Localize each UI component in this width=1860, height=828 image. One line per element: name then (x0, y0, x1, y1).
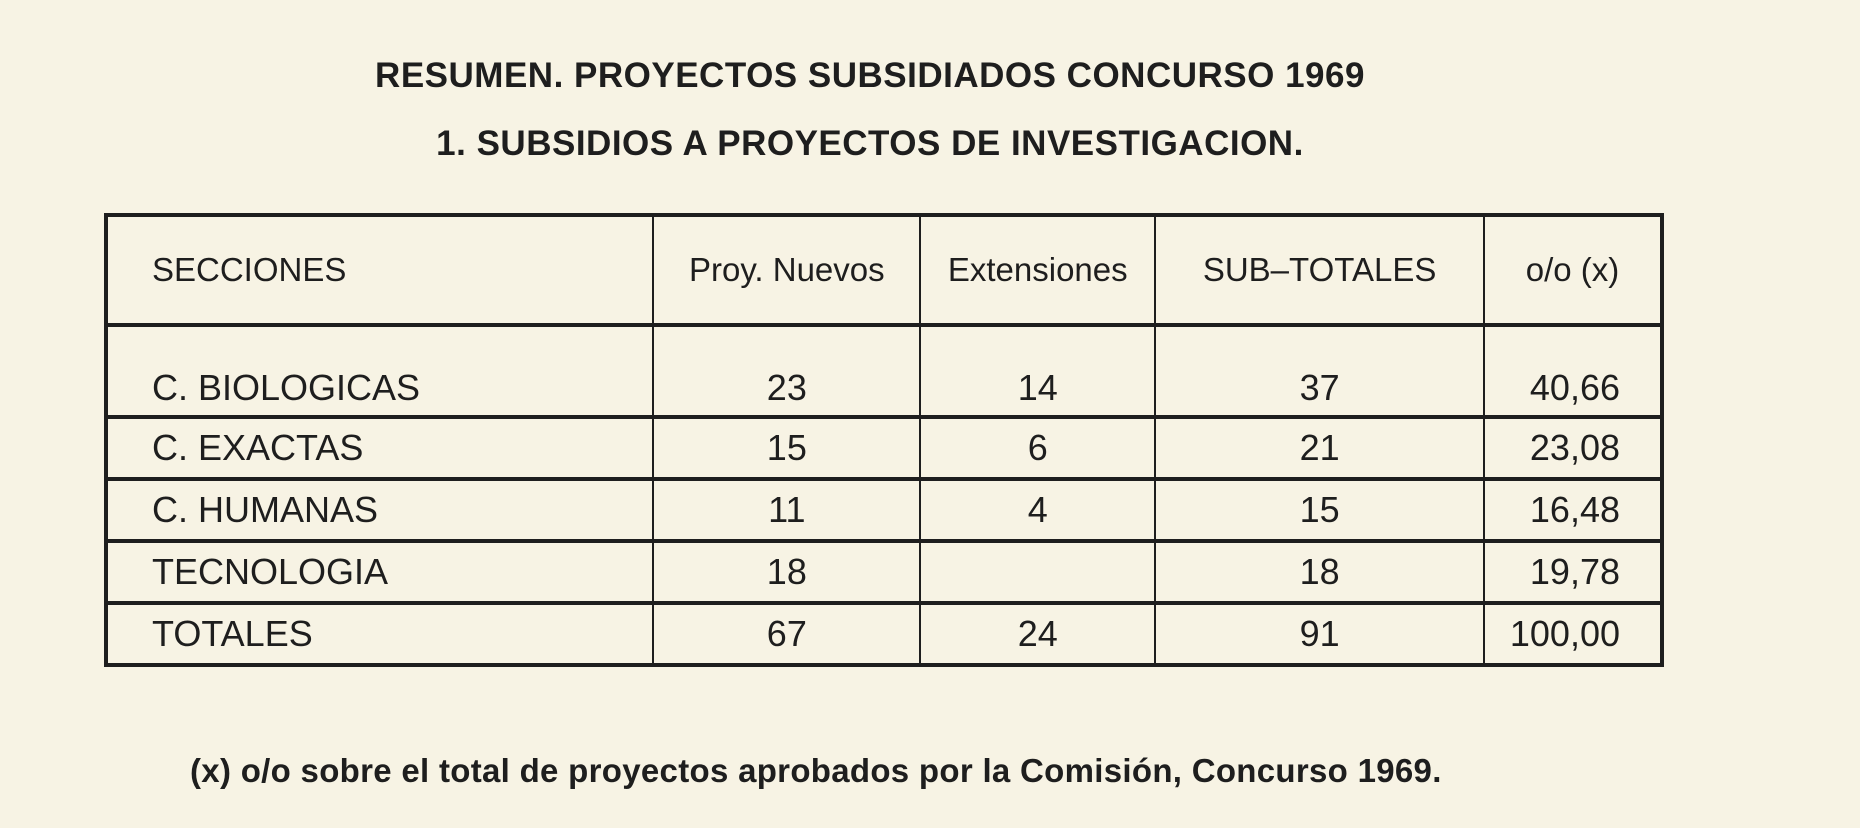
cell-ext: 24 (919, 601, 1157, 667)
cell-ext: 4 (919, 477, 1157, 543)
section-title: 1. SUBSIDIOS A PROYECTOS DE INVESTIGACIO… (436, 124, 1304, 163)
cell-ext (919, 539, 1157, 605)
header-proy-nuevos: Proy. Nuevos (652, 213, 922, 327)
cell-percent: 23,08 (1483, 415, 1663, 481)
footnote: (x) o/o sobre el total de proyectos apro… (190, 752, 1442, 789)
header-subtotales: SUB–TOTALES (1154, 213, 1486, 327)
cell-subtotal: 18 (1154, 539, 1486, 605)
header-extensiones: Extensiones (919, 213, 1157, 327)
section-name: C. HUMANAS (104, 477, 655, 543)
cell-percent: 100,00 (1483, 601, 1663, 667)
header-secciones: SECCIONES (104, 213, 655, 327)
cell-ext: 14 (919, 323, 1157, 419)
cell-ext: 6 (919, 415, 1157, 481)
cell-new: 15 (652, 415, 922, 481)
header-percent: o/o (x) (1483, 213, 1663, 327)
table-row: C. HUMANAS 11 4 15 16,48 (104, 477, 1663, 543)
cell-subtotal: 21 (1154, 415, 1486, 481)
cell-percent: 16,48 (1483, 477, 1663, 543)
cell-subtotal: 91 (1154, 601, 1486, 667)
section-name: C. BIOLOGICAS (104, 323, 655, 419)
section-name: TECNOLOGIA (104, 539, 655, 605)
cell-new: 18 (652, 539, 922, 605)
cell-percent: 19,78 (1483, 539, 1663, 605)
table-row: C. EXACTAS 15 6 21 23,08 (104, 415, 1663, 481)
header-row: SECCIONES Proy. Nuevos Extensiones SUB–T… (104, 213, 1663, 327)
table-row: TECNOLOGIA 18 18 19,78 (104, 539, 1663, 605)
cell-new: 23 (652, 323, 922, 419)
cell-percent: 40,66 (1483, 323, 1663, 419)
section-name: C. EXACTAS (104, 415, 655, 481)
section-name: TOTALES (104, 601, 655, 667)
cell-subtotal: 15 (1154, 477, 1486, 543)
cell-new: 11 (652, 477, 922, 543)
table-row: C. BIOLOGICAS 23 14 37 40,66 (104, 323, 1663, 419)
cell-new: 67 (652, 601, 922, 667)
summary-table: SECCIONES Proy. Nuevos Extensiones SUB–T… (104, 213, 1664, 667)
document-title: RESUMEN. PROYECTOS SUBSIDIADOS CONCURSO … (375, 56, 1365, 95)
cell-subtotal: 37 (1154, 323, 1486, 419)
totals-row: TOTALES 67 24 91 100,00 (104, 601, 1663, 667)
